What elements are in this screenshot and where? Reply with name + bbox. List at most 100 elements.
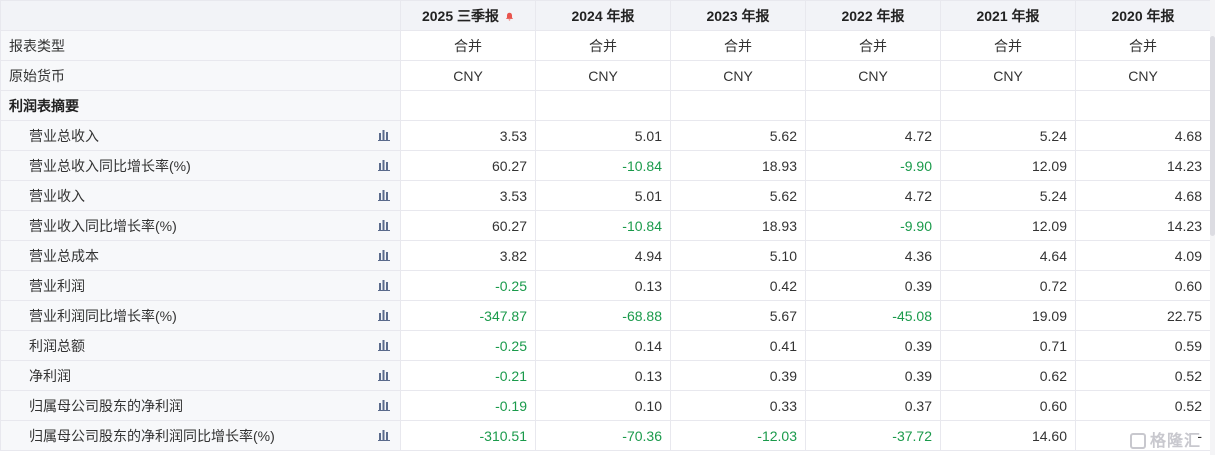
bar-chart-icon[interactable] bbox=[378, 189, 390, 201]
bar-chart-icon[interactable] bbox=[378, 279, 390, 291]
value-cell: 0.60 bbox=[1075, 270, 1211, 301]
column-header-label: 2025 三季报 bbox=[421, 7, 500, 24]
value-cell: 4.09 bbox=[1075, 240, 1211, 271]
value-cell bbox=[805, 90, 941, 121]
value-cell: 5.24 bbox=[940, 120, 1076, 151]
column-header-2[interactable]: 2023 年报 bbox=[670, 0, 806, 31]
value-cell: 4.72 bbox=[805, 180, 941, 211]
column-header-3[interactable]: 2022 年报 bbox=[805, 0, 941, 31]
column-header-4[interactable]: 2021 年报 bbox=[940, 0, 1076, 31]
row-label: 原始货币 bbox=[9, 67, 65, 84]
value-cell: 0.52 bbox=[1075, 390, 1211, 421]
row-label: 营业利润同比增长率(%) bbox=[29, 307, 177, 324]
row-label-cell: 报表类型 bbox=[0, 30, 401, 61]
value-cell: 14.23 bbox=[1075, 210, 1211, 241]
value-cell: 合并 bbox=[400, 30, 536, 61]
row-label-cell: 归属母公司股东的净利润 bbox=[0, 390, 401, 421]
value-cell: CNY bbox=[400, 60, 536, 91]
row-label: 营业利润 bbox=[29, 277, 85, 294]
table-body: 报表类型 合并 合并 合并 合并 合并 合并 原始货币 CNY CNY CNY CNY CNY CNY 利润… bbox=[0, 30, 1211, 451]
scrollbar-thumb[interactable] bbox=[1210, 36, 1215, 236]
value-cell: 合并 bbox=[1075, 30, 1211, 61]
value-cell: 4.72 bbox=[805, 120, 941, 151]
row-label: 营业收入 bbox=[29, 187, 85, 204]
bar-chart-icon[interactable] bbox=[378, 159, 390, 171]
bar-chart-icon[interactable] bbox=[378, 129, 390, 141]
bell-icon[interactable] bbox=[505, 12, 514, 21]
bar-chart-icon[interactable] bbox=[378, 399, 390, 411]
value-cell: 合并 bbox=[805, 30, 941, 61]
value-cell: CNY bbox=[1075, 60, 1211, 91]
value-cell: 4.36 bbox=[805, 240, 941, 271]
value-cell bbox=[670, 90, 806, 121]
bar-chart-icon[interactable] bbox=[378, 339, 390, 351]
value-cell: -9.90 bbox=[805, 150, 941, 181]
bar-chart-icon[interactable] bbox=[378, 309, 390, 321]
value-cell: 19.09 bbox=[940, 300, 1076, 331]
row-label: 净利润 bbox=[29, 367, 71, 384]
row-label-cell: 净利润 bbox=[0, 360, 401, 391]
bar-chart-icon[interactable] bbox=[378, 369, 390, 381]
table-header-row: 2025 三季报 2024 年报 2023 年报 2022 年报 2021 年报 2020… bbox=[0, 0, 1211, 31]
column-header-1[interactable]: 2024 年报 bbox=[535, 0, 671, 31]
row-label-cell: 利润总额 bbox=[0, 330, 401, 361]
value-cell: -37.72 bbox=[805, 420, 941, 451]
value-cell: -68.88 bbox=[535, 300, 671, 331]
value-cell: 0.39 bbox=[670, 360, 806, 391]
row-label: 营业总成本 bbox=[29, 247, 99, 264]
value-cell: 12.09 bbox=[940, 210, 1076, 241]
value-cell: 5.67 bbox=[670, 300, 806, 331]
value-cell: 0.42 bbox=[670, 270, 806, 301]
value-cell: - bbox=[1075, 420, 1211, 451]
value-cell: 0.39 bbox=[805, 360, 941, 391]
bar-chart-icon[interactable] bbox=[378, 219, 390, 231]
value-cell: 0.71 bbox=[940, 330, 1076, 361]
value-cell: 合并 bbox=[940, 30, 1076, 61]
table-row: 营业总收入同比增长率(%) 60.27 -10.84 18.93 -9.90 12.09 1… bbox=[0, 150, 1211, 181]
column-header-label: 2020 年报 bbox=[1111, 7, 1175, 24]
value-cell: 0.10 bbox=[535, 390, 671, 421]
value-cell: 0.60 bbox=[940, 390, 1076, 421]
table-row: 营业收入 3.53 5.01 5.62 4.72 5.24 4.68 bbox=[0, 180, 1211, 211]
column-header-label: 2024 年报 bbox=[571, 7, 635, 24]
value-cell: 5.01 bbox=[535, 120, 671, 151]
table-row: 营业总收入 3.53 5.01 5.62 4.72 5.24 4.68 bbox=[0, 120, 1211, 151]
value-cell: 0.37 bbox=[805, 390, 941, 421]
table-row: 营业利润 -0.25 0.13 0.42 0.39 0.72 0.60 bbox=[0, 270, 1211, 301]
column-header-label: 2022 年报 bbox=[841, 7, 905, 24]
column-header-label: 2023 年报 bbox=[706, 7, 770, 24]
value-cell: 0.14 bbox=[535, 330, 671, 361]
value-cell bbox=[535, 90, 671, 121]
row-label-cell: 营业利润 bbox=[0, 270, 401, 301]
row-label-cell: 利润表摘要 bbox=[0, 90, 401, 121]
value-cell: 0.41 bbox=[670, 330, 806, 361]
value-cell: -10.84 bbox=[535, 150, 671, 181]
table-row: 营业总成本 3.82 4.94 5.10 4.36 4.64 4.09 bbox=[0, 240, 1211, 271]
value-cell: 5.01 bbox=[535, 180, 671, 211]
value-cell: 0.13 bbox=[535, 360, 671, 391]
table-row: 净利润 -0.21 0.13 0.39 0.39 0.62 0.52 bbox=[0, 360, 1211, 391]
value-cell: 0.39 bbox=[805, 270, 941, 301]
column-header-5[interactable]: 2020 年报 bbox=[1075, 0, 1211, 31]
table-row: 归属母公司股东的净利润同比增长率(%) -310.51 -70.36 -12.03 -3… bbox=[0, 420, 1211, 451]
value-cell: CNY bbox=[670, 60, 806, 91]
value-cell: -9.90 bbox=[805, 210, 941, 241]
value-cell: -0.19 bbox=[400, 390, 536, 421]
value-cell: 0.72 bbox=[940, 270, 1076, 301]
value-cell: 18.93 bbox=[670, 210, 806, 241]
row-label: 归属母公司股东的净利润同比增长率(%) bbox=[29, 427, 275, 444]
row-label-cell: 营业收入 bbox=[0, 180, 401, 211]
row-label-cell: 营业总成本 bbox=[0, 240, 401, 271]
bar-chart-icon[interactable] bbox=[378, 249, 390, 261]
value-cell: 0.33 bbox=[670, 390, 806, 421]
vertical-scrollbar[interactable] bbox=[1210, 0, 1215, 455]
value-cell: -0.21 bbox=[400, 360, 536, 391]
value-cell: 60.27 bbox=[400, 150, 536, 181]
value-cell: 4.94 bbox=[535, 240, 671, 271]
value-cell: 0.39 bbox=[805, 330, 941, 361]
column-header-0[interactable]: 2025 三季报 bbox=[400, 0, 536, 31]
table-row: 归属母公司股东的净利润 -0.19 0.10 0.33 0.37 0.60 0.52 bbox=[0, 390, 1211, 421]
value-cell bbox=[400, 90, 536, 121]
bar-chart-icon[interactable] bbox=[378, 429, 390, 441]
